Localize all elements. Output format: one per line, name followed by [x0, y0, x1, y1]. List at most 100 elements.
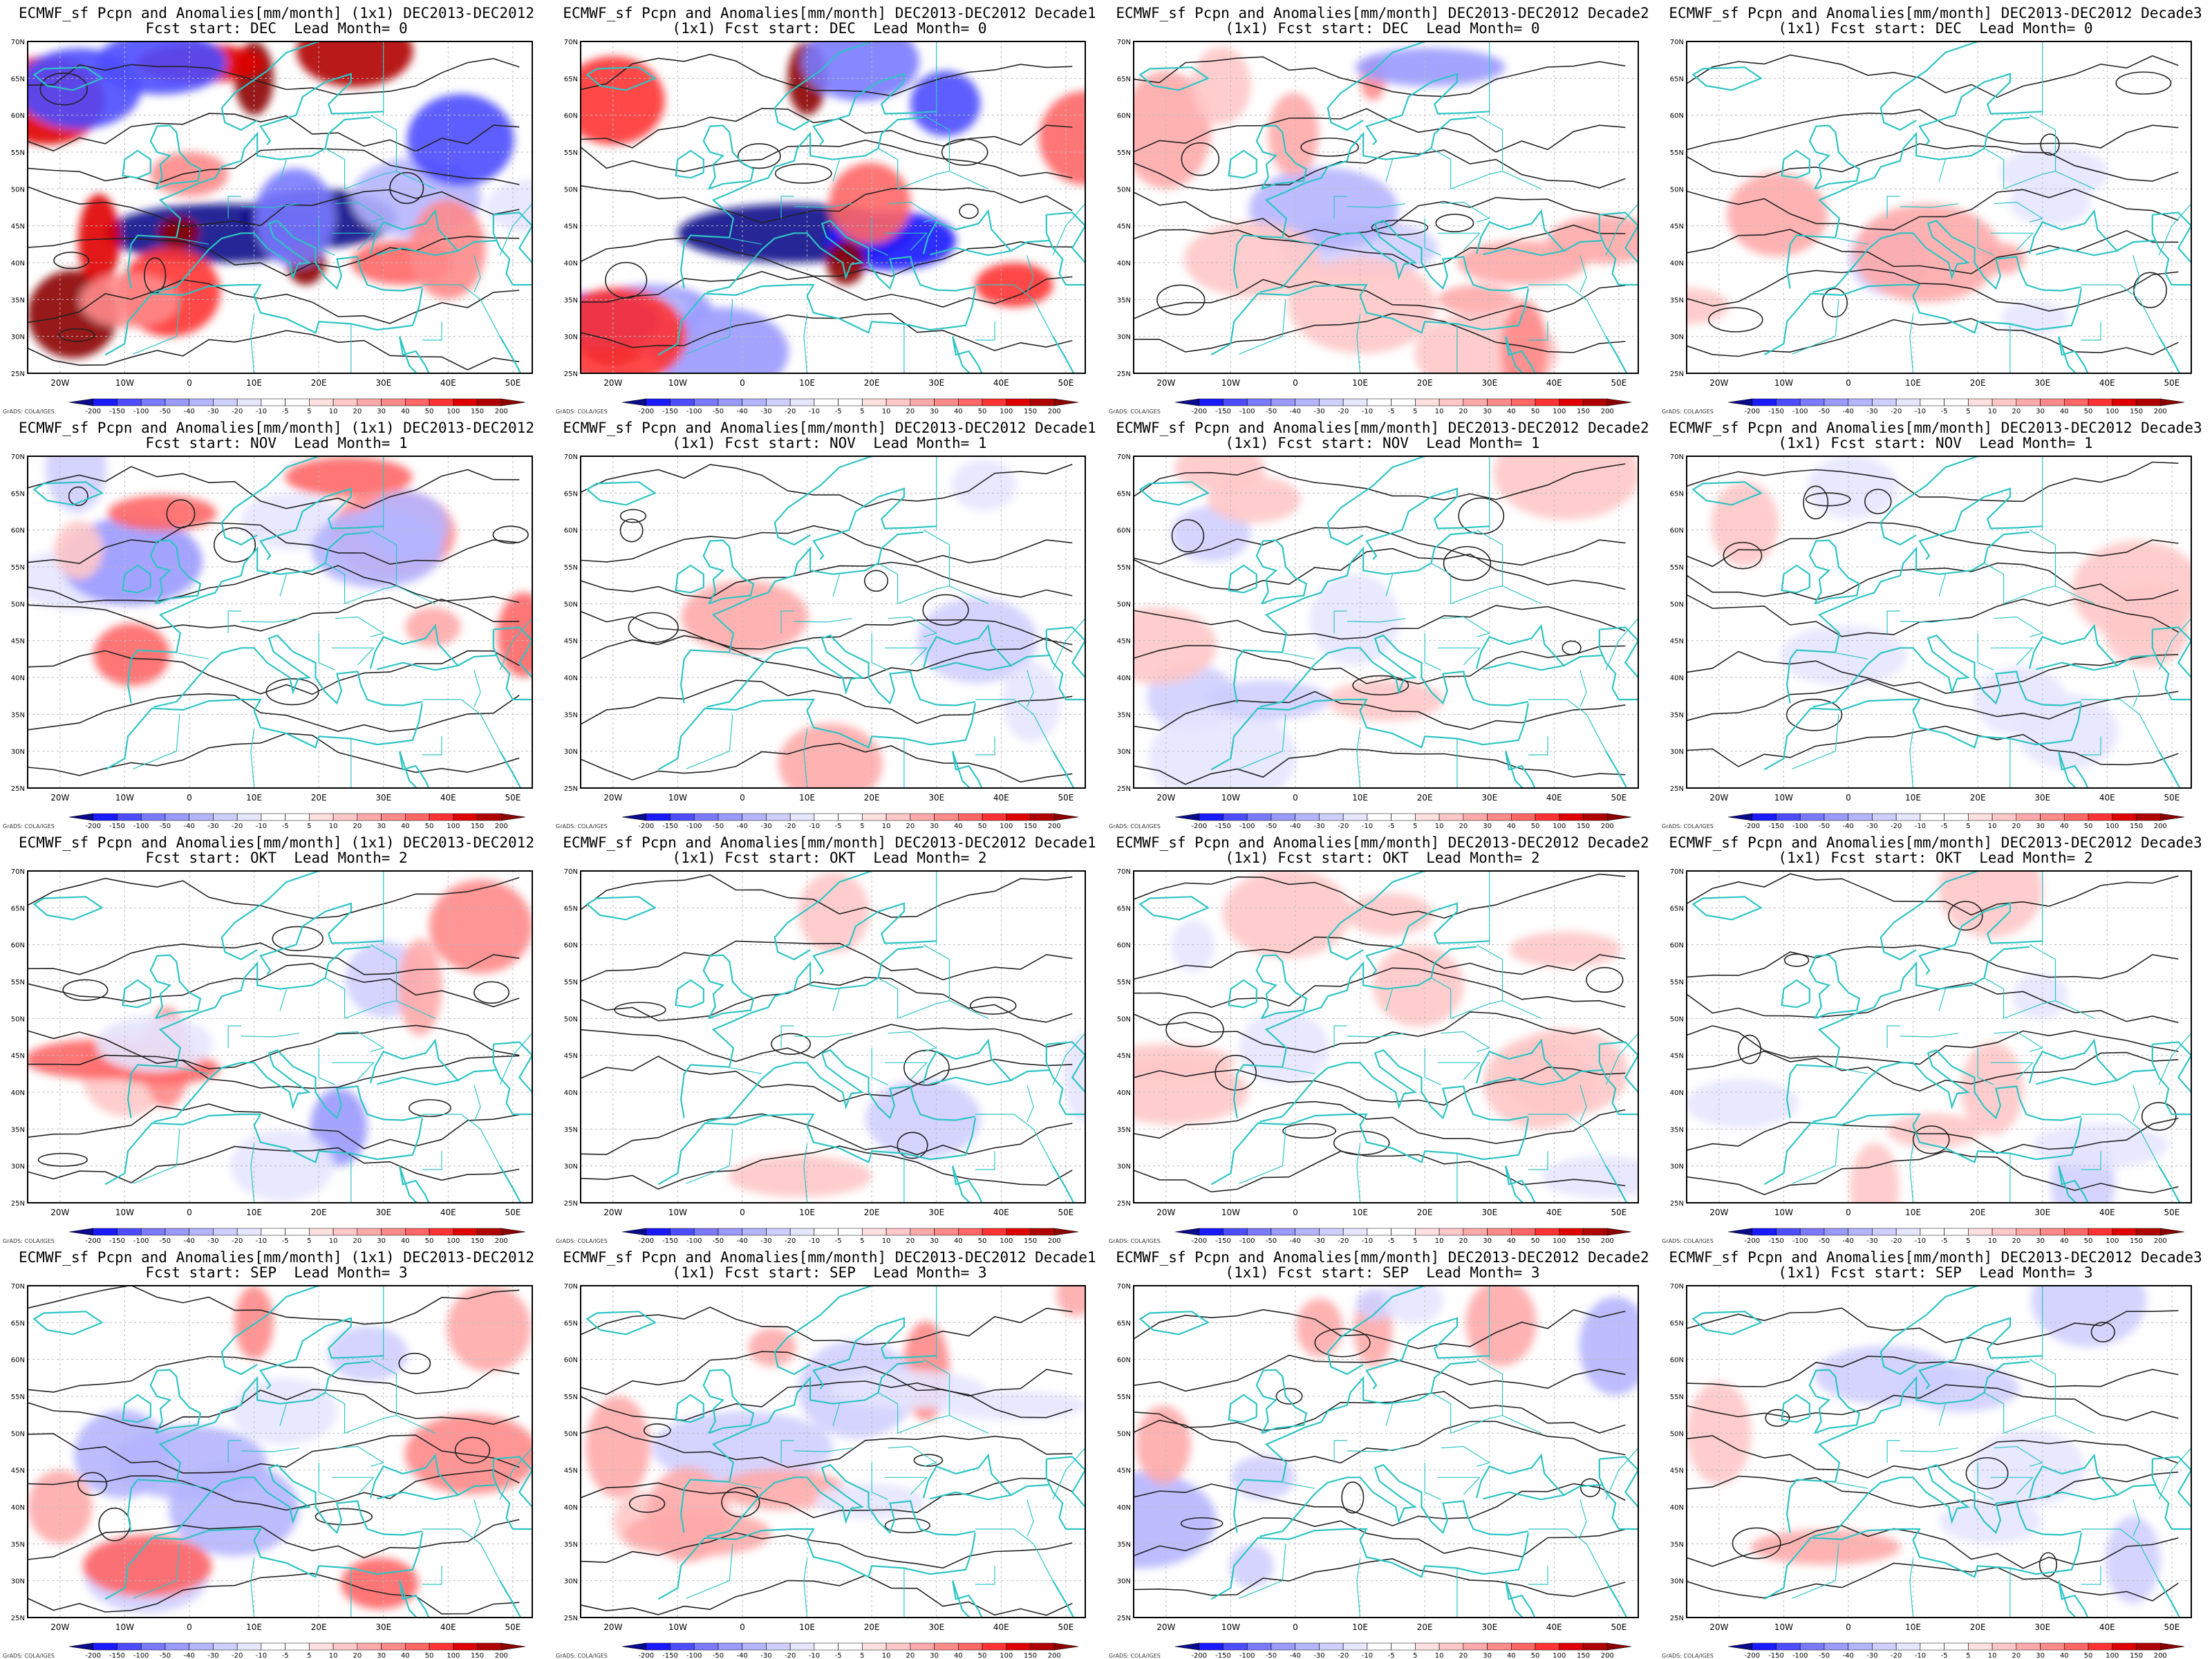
lon-tick-label: 50E	[2164, 1622, 2180, 1632]
anomaly-area-dry-neg	[28, 48, 142, 129]
anomaly-area-wet-pos	[1509, 931, 1622, 968]
colorbar-tick-label: -5	[835, 823, 842, 830]
country-border	[803, 729, 808, 788]
colorbar-tick-label: 40	[954, 823, 963, 830]
coastline	[1475, 624, 1566, 671]
colorbar-tick-label: -20	[1891, 408, 1902, 415]
country-border	[2003, 1415, 2094, 1434]
lat-tick-label: 25N	[11, 1615, 25, 1622]
lon-tick-label: 0	[187, 1208, 192, 1217]
precip-contour	[1134, 56, 1626, 97]
coastline	[126, 946, 371, 1118]
precip-contour	[1687, 873, 2179, 916]
colorbar-swatch	[236, 813, 262, 821]
lat-tick-label: 60N	[564, 942, 578, 950]
precip-contour	[581, 1380, 1073, 1421]
lat-tick-label: 25N	[11, 1200, 25, 1208]
lon-tick-label: 10W	[1774, 1208, 1793, 1217]
lon-tick-label: 0	[1846, 1622, 1851, 1632]
colorbar-tick-label: 40	[2060, 1652, 2069, 1659]
coastline	[1598, 1041, 1638, 1116]
colorbar-swatch	[309, 398, 334, 406]
lon-tick-label: 10W	[1774, 1622, 1793, 1632]
country-border	[1605, 1447, 1638, 1500]
colorbar-swatch	[285, 1228, 310, 1236]
coastline	[492, 1456, 532, 1530]
colorbar-swatch	[1319, 813, 1344, 821]
anomaly-area-wet-pos	[1288, 256, 1436, 354]
lat-tick-label: 35N	[564, 1541, 578, 1548]
lat-tick-label: 60N	[1670, 1357, 1684, 1365]
colorbar-tick-label: 30	[930, 1652, 939, 1659]
precip-contour	[581, 940, 1073, 982]
colorbar-swatch	[885, 813, 911, 821]
lon-tick-label: 0	[1846, 1208, 1851, 1217]
colorbar-swatch	[838, 1228, 863, 1236]
coastline	[499, 1580, 522, 1618]
colorbar-swatch	[718, 1642, 742, 1651]
lat-tick-label: 65N	[564, 1320, 578, 1327]
lat-tick-label: 65N	[1117, 905, 1131, 912]
precip-contour	[1134, 547, 1626, 591]
country-border	[2081, 736, 2101, 756]
colorbar-tick-label: -5	[282, 1237, 289, 1244]
colorbar-tick-label: -150	[1768, 1237, 1784, 1244]
country-border	[1431, 148, 1452, 189]
colorbar-tick-label: 10	[329, 823, 338, 830]
lat-tick-label: 55N	[1117, 564, 1131, 572]
coastline	[1010, 654, 1050, 666]
country-border	[1476, 115, 1503, 171]
colorbar-swatch	[982, 1642, 1007, 1651]
panel-title-line1: ECMWF_sf Pcpn and Anomalies[mm/month] DE…	[563, 1249, 1096, 1266]
lat-tick-label: 60N	[1670, 527, 1684, 535]
lat-tick-label: 65N	[564, 75, 578, 83]
colorbar-swatch	[381, 398, 406, 406]
colorbar-tick-label: -40	[1843, 823, 1854, 830]
colorbar-swatch	[838, 398, 863, 406]
country-border	[1984, 563, 2005, 604]
country-border	[780, 196, 794, 218]
coastline	[922, 209, 1013, 256]
colorbar-tick-label: 40	[2060, 1237, 2069, 1244]
country-border	[335, 616, 385, 637]
country-border	[1027, 1499, 1034, 1537]
coastline	[657, 1528, 976, 1600]
colorbar-tick-label: -40	[1290, 1652, 1301, 1659]
colorbar-tick-label: 200	[1601, 408, 1614, 415]
country-border	[1605, 618, 1638, 671]
colorbar-tick-label: 5	[1966, 408, 1970, 415]
colorbar-swatch	[2040, 1642, 2065, 1651]
colorbar-swatch	[1342, 813, 1368, 821]
colorbar-tick-label: 20	[906, 1652, 915, 1659]
lon-tick-label: 0	[740, 378, 745, 388]
colorbar-swatch	[862, 398, 887, 406]
country-border	[1333, 610, 1347, 633]
country-border	[250, 729, 255, 788]
colorbar-tick-label: 100	[1553, 823, 1566, 830]
colorbar-tick-label: 100	[447, 823, 460, 830]
coastline	[774, 456, 937, 546]
colorbar-swatch	[1511, 813, 1536, 821]
lon-tick-label: 10E	[799, 1208, 815, 1217]
colorbar-swatch	[1271, 1228, 1295, 1236]
colorbar-tick-label: 50	[2084, 823, 2093, 830]
coastline	[492, 212, 532, 286]
lon-tick-label: 20E	[1970, 1622, 1986, 1632]
precip-contour	[1134, 1517, 1626, 1557]
colorbar-swatch	[1991, 1228, 2017, 1236]
precip-contour	[1134, 463, 1626, 501]
lon-tick-label: 20W	[603, 1622, 622, 1632]
country-border	[975, 321, 995, 341]
colorbar-tick-label: 30	[2036, 823, 2045, 830]
colorbar-swatch	[910, 813, 935, 821]
precip-contour	[581, 525, 1073, 563]
panel-title-line2: Fcst start: OKT Lead Month= 2	[145, 850, 408, 866]
coastline	[153, 1463, 423, 1537]
colorbar-swatch	[1487, 1228, 1512, 1236]
coastline	[1232, 116, 1477, 289]
country-border	[370, 115, 397, 171]
colorbar-swatch	[1246, 813, 1272, 821]
colorbar-swatch	[1895, 1228, 1921, 1236]
country-border	[1900, 1033, 1959, 1038]
colorbar-swatch	[285, 813, 310, 821]
